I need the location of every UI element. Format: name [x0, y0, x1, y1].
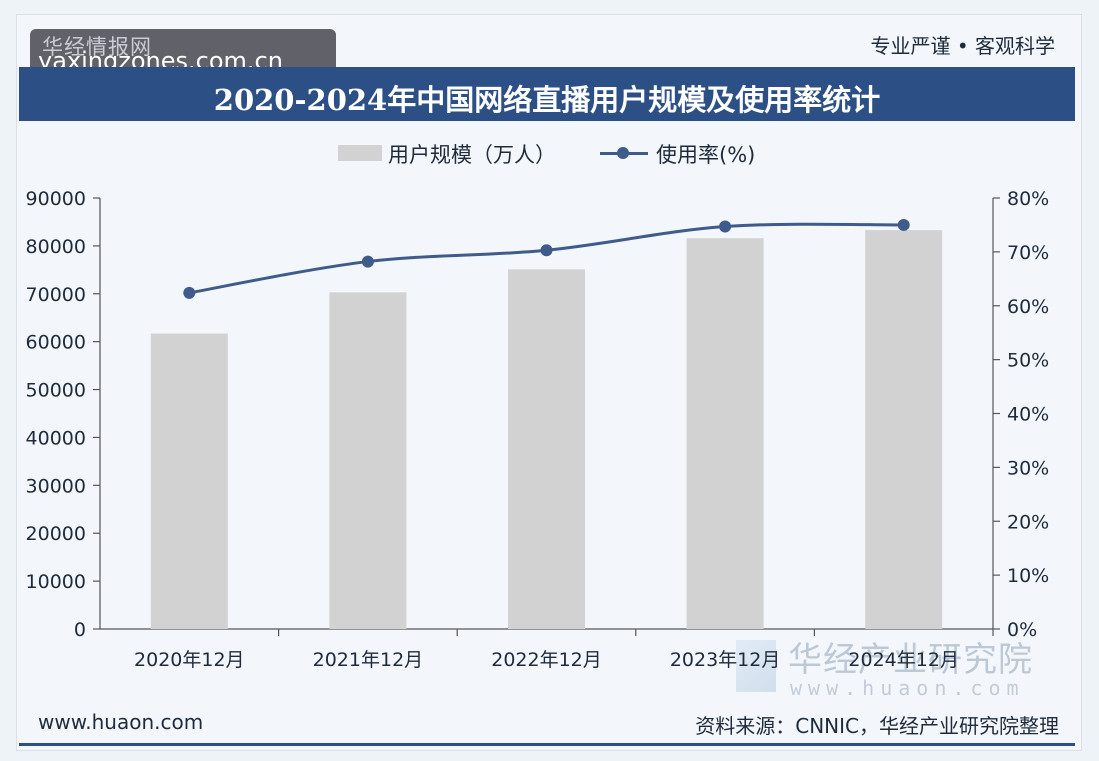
x-tick-label: 2023年12月: [670, 649, 781, 671]
right-tick-label: 10%: [1007, 565, 1049, 587]
usage-rate-point-3: [540, 244, 553, 257]
bar-2: [329, 292, 407, 629]
left-tick-label: 30000: [26, 475, 86, 497]
right-tick-label: 60%: [1007, 296, 1049, 318]
brand-watermark-url: www.huaon.com: [790, 676, 1025, 700]
left-axis: 0 10000 20000 30000 40000 50000 60000 70000 8000…: [26, 188, 993, 641]
left-tick-label: 0: [74, 619, 86, 641]
left-tick-label: 10000: [26, 571, 86, 593]
watermark-ghost-text: 华经情报网: [42, 35, 152, 59]
legend-line-dot: [617, 147, 629, 159]
x-tick-label: 2021年12月: [313, 649, 424, 671]
right-axis: 0% 10% 20% 30% 40% 50% 60% 70% 80%: [992, 188, 1049, 641]
footer-site: www.huaon.com: [38, 710, 204, 734]
left-tick-label: 40000: [26, 427, 86, 449]
bar-1: [150, 333, 228, 629]
left-tick-label: 80000: [26, 236, 86, 258]
left-tick-label: 60000: [26, 332, 86, 354]
x-tick-label: 2020年12月: [134, 649, 245, 671]
bar-5: [865, 230, 943, 629]
legend-bar-label: 用户规模（万人）: [388, 143, 556, 167]
usage-rate-point-5: [897, 218, 910, 231]
chart-title: 2020-2024年中国网络直播用户规模及使用率统计: [213, 83, 881, 117]
line-series: [183, 218, 910, 299]
x-axis-labels: 2020年12月 2021年12月 2022年12月 2023年12月 2024年12月: [134, 629, 994, 671]
right-tick-label: 70%: [1007, 242, 1049, 264]
title-banner: 2020-2024年中国网络直播用户规模及使用率统计: [19, 67, 1075, 121]
brand-watermark: 华经产业研究院: [788, 640, 1033, 680]
left-tick-label: 50000: [26, 380, 86, 402]
footer-source: 资料来源：CNNIC，华经产业研究院整理: [695, 714, 1059, 738]
legend-line-label: 使用率(%): [656, 143, 756, 167]
right-tick-label: 50%: [1007, 350, 1049, 372]
left-tick-label: 20000: [26, 523, 86, 545]
usage-rate-point-1: [183, 286, 196, 299]
x-tick-label: 2022年12月: [491, 649, 602, 671]
left-tick-label: 70000: [26, 284, 86, 306]
right-tick-label: 30%: [1007, 457, 1049, 479]
right-tick-label: 0%: [1007, 619, 1037, 641]
legend-bar-swatch: [338, 145, 382, 161]
left-tick-label: 90000: [26, 188, 86, 210]
tagline: 专业严谨 • 客观科学: [870, 34, 1055, 58]
usage-rate-point-4: [719, 220, 732, 233]
x-tick-label: 2024年12月: [848, 649, 959, 671]
right-tick-label: 20%: [1007, 511, 1049, 533]
footer-rule: [19, 743, 1075, 746]
right-tick-label: 40%: [1007, 404, 1049, 426]
usage-rate-point-2: [361, 255, 374, 268]
bar-3: [508, 269, 585, 629]
brand-logo-icon: [736, 640, 776, 692]
bar-series: [150, 230, 943, 629]
right-tick-label: 80%: [1007, 188, 1049, 210]
bar-4: [686, 238, 764, 629]
